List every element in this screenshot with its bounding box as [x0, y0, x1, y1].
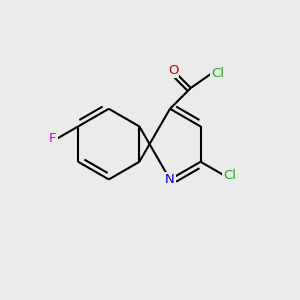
Text: Cl: Cl — [224, 169, 236, 182]
Text: Cl: Cl — [211, 67, 224, 80]
Text: N: N — [165, 173, 175, 186]
Text: O: O — [168, 64, 178, 77]
Text: F: F — [49, 133, 56, 146]
